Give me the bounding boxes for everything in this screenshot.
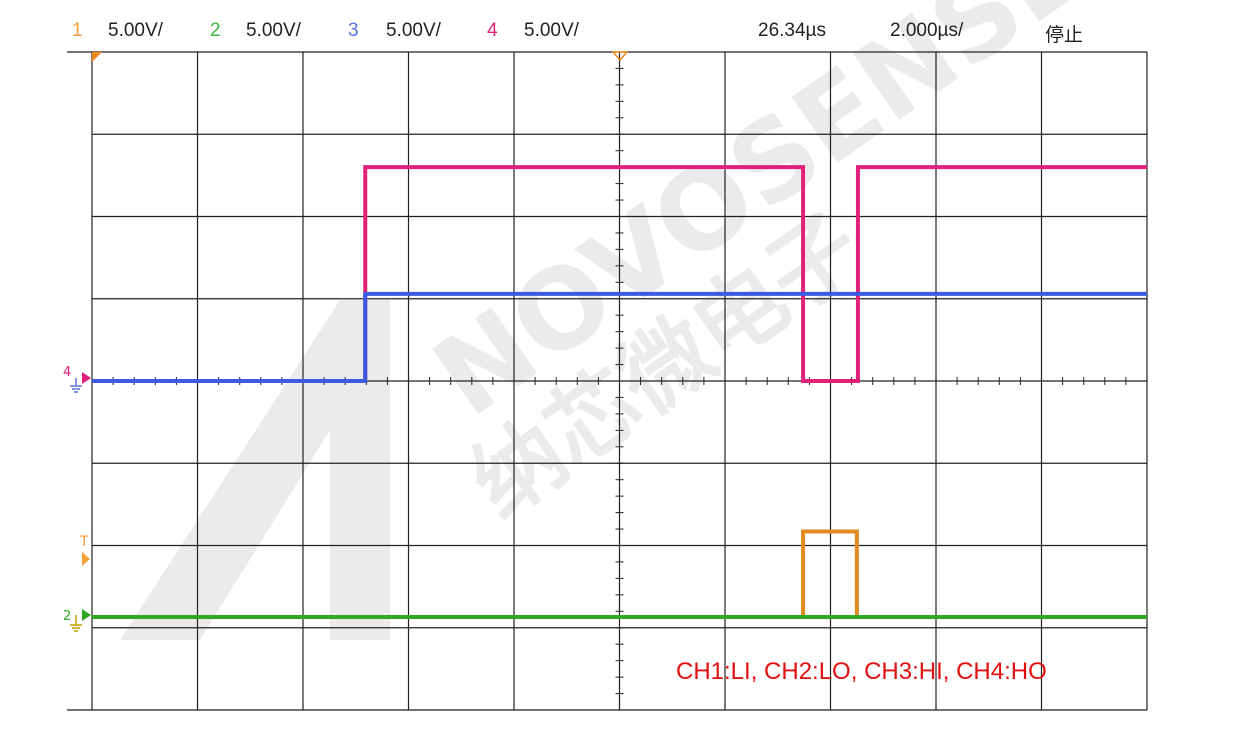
ch2-label: 2 bbox=[210, 20, 221, 41]
markers: T 4 2 bbox=[63, 51, 629, 632]
trigger-level-marker bbox=[82, 552, 90, 566]
time-scale: 2.000µs/ bbox=[890, 20, 964, 41]
trigger-position-marker bbox=[611, 51, 629, 62]
ch4-ground-label: 4 bbox=[63, 365, 71, 380]
ground-icon bbox=[70, 615, 82, 632]
ch2-ground-marker bbox=[82, 609, 91, 621]
ground-icon bbox=[70, 378, 82, 393]
ch4-label: 4 bbox=[487, 20, 498, 41]
trigger-level-label: T bbox=[79, 534, 89, 550]
ch1-scale: 5.00V/ bbox=[108, 20, 163, 41]
graticule bbox=[67, 51, 1148, 711]
ch3-scale: 5.00V/ bbox=[386, 20, 441, 41]
ch1-label: 1 bbox=[72, 20, 83, 41]
ch4-scale: 5.00V/ bbox=[524, 20, 579, 41]
run-state: 停止 bbox=[1045, 25, 1084, 46]
ch3-label: 3 bbox=[348, 20, 359, 41]
ch4-ground-marker bbox=[82, 372, 91, 384]
time-position: 26.34µs bbox=[758, 20, 826, 41]
ch2-scale: 5.00V/ bbox=[246, 20, 301, 41]
svg-text:NOVOSENSE: NOVOSENSE bbox=[411, 0, 1107, 441]
traces bbox=[92, 165, 1147, 620]
channel-annotation: CH1:LI, CH2:LO, CH3:HI, CH4:HO bbox=[676, 658, 1047, 685]
watermark-logo: NOVOSENSE 纳芯微电子 bbox=[120, 0, 1108, 640]
ch2-ground-label: 2 bbox=[63, 609, 71, 624]
ch1-position-marker bbox=[92, 52, 102, 62]
trace-ch3-hi bbox=[92, 291, 1147, 383]
